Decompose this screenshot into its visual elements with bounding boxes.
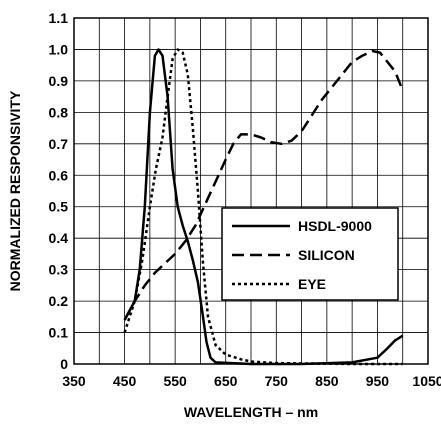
x-tick-label: 1050: [412, 373, 441, 389]
y-tick-label: 0.5: [49, 199, 69, 215]
x-tick-label: 550: [163, 373, 187, 389]
plot-frame: [73, 17, 429, 365]
y-tick-label: 0.2: [49, 293, 69, 309]
y-tick-label: 0.4: [49, 230, 69, 246]
legend-label-silicon: SILICON: [298, 247, 355, 263]
series-lines: [123, 48, 404, 366]
legend: HSDL-9000 SILICON EYE: [221, 207, 399, 301]
y-tick-label: 0: [60, 356, 68, 372]
grid: [74, 18, 428, 364]
axes: 350 450 550 650 750 850 950 1050 0 0.1 0.2 0.3 0.4 0.…: [49, 10, 441, 389]
legend-label-eye: EYE: [298, 276, 326, 292]
y-tick-label: 0.8: [49, 104, 69, 120]
x-axis-title: WAVELENGTH – nm: [184, 404, 318, 420]
series-line-silicon: [123, 49, 404, 321]
x-tick-label: 650: [214, 373, 238, 389]
y-tick-label: 0.9: [49, 73, 69, 89]
y-tick-label: 0.3: [49, 262, 69, 278]
y-tick-label: 0.7: [49, 136, 69, 152]
x-tick-label: 350: [62, 373, 86, 389]
x-tick-label: 750: [265, 373, 289, 389]
y-tick-label: 0.1: [49, 325, 69, 341]
series-line-eye: [123, 48, 403, 366]
x-tick-label: 850: [315, 373, 339, 389]
y-tick-label: 1.0: [49, 41, 69, 57]
y-tick-label: 1.1: [49, 10, 69, 26]
y-tick-label: 0.6: [49, 167, 69, 183]
x-tick-label: 450: [113, 373, 137, 389]
y-axis-title: NORMALIZED RESPONSIVITY: [7, 90, 23, 291]
legend-label-hsdl-9000: HSDL-9000: [298, 218, 372, 234]
x-tick-label: 950: [366, 373, 390, 389]
